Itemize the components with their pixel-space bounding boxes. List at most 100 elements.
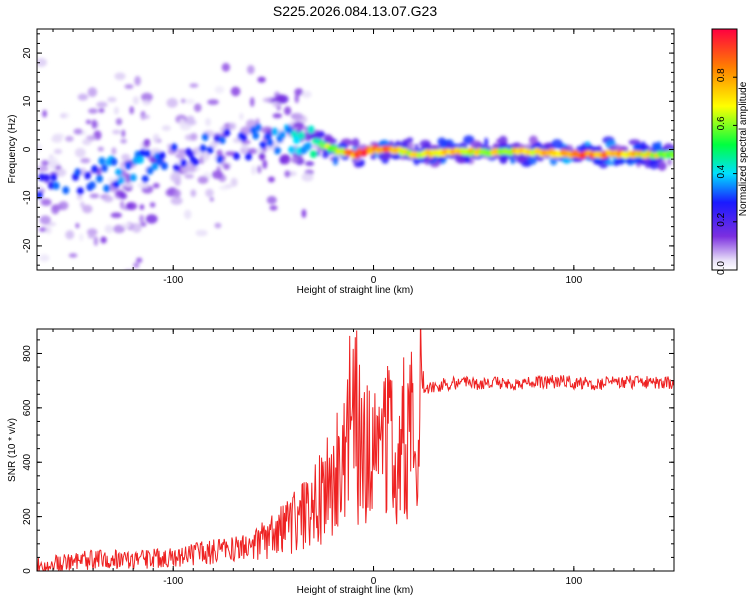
spectrogram-blob — [75, 223, 80, 229]
spectrogram-blob — [181, 98, 186, 104]
spectrogram-blob — [197, 176, 209, 184]
spectrogram-blob — [429, 145, 439, 150]
spectrogram-blob — [136, 257, 143, 263]
spectrogram-blob — [219, 185, 230, 190]
colorbar-label: Normalized spectral amplitude — [738, 81, 749, 216]
spectrogram-y-ticks: -20 -10 0 10 20 — [22, 33, 674, 266]
spectrogram-blob — [65, 135, 74, 142]
spectrogram-blob — [47, 156, 58, 162]
spectrogram-blob — [214, 86, 225, 94]
spectrogram-blob — [112, 129, 121, 135]
snr-ylabel: SNR (10 * v/v) — [7, 418, 18, 482]
spectrogram-blob — [634, 143, 642, 151]
spectrogram-blob — [518, 155, 525, 163]
spectrogram-blob — [45, 226, 52, 235]
spectrogram-blob — [68, 253, 78, 258]
snr-y-tick-label: 600 — [22, 399, 33, 416]
spectrogram-blob — [267, 176, 275, 183]
spectrogram-ridge-cell — [259, 141, 267, 150]
spectrogram-blob — [315, 150, 321, 157]
spectrogram-ridge-cell — [187, 150, 195, 159]
snr-xlabel: Height of straight line (km) — [297, 585, 414, 596]
spectrogram-blob — [134, 75, 141, 86]
spectrogram-ridge-cell — [201, 133, 209, 141]
spectrogram-ridge-cell — [158, 151, 166, 160]
spectrogram-blob — [214, 222, 222, 229]
spectrogram-blob — [613, 157, 626, 165]
spectrogram-blob — [173, 189, 181, 198]
spectrogram-blob — [301, 209, 307, 218]
spectrogram-blob — [247, 148, 258, 154]
spectrogram-blob — [65, 230, 75, 240]
snr-series-line — [37, 329, 674, 571]
spectrogram-blob — [257, 76, 266, 83]
spectrogram-blob — [652, 144, 662, 152]
spectrogram-blob — [230, 177, 238, 187]
spectrogram-blob — [37, 165, 49, 172]
spectrogram-ridge-cell — [115, 168, 123, 177]
spectrogram-blob — [297, 122, 305, 131]
figure-title: S225.2026.084.13.07.G23 — [273, 3, 437, 19]
spectrogram-xlabel: Height of straight line (km) — [297, 285, 414, 296]
spectrogram-ridge-cell — [129, 173, 137, 182]
spectrogram-blob — [166, 98, 178, 108]
spectrogram-x-tick-label: 0 — [371, 275, 377, 286]
spectrogram-ridge-cell — [117, 176, 125, 185]
spectrogram-blob — [332, 156, 339, 166]
spectrogram-blob — [641, 141, 646, 150]
spectrogram-blob — [228, 122, 237, 130]
spectrogram-blob — [380, 152, 393, 160]
spectrogram-blob — [178, 152, 186, 161]
spectrogram-ridge-cell — [50, 173, 58, 182]
spectrogram-blob — [41, 160, 50, 166]
spectrogram-ridge-cell — [273, 146, 281, 155]
spectrogram-blob — [89, 193, 100, 199]
spectrogram-blob — [529, 135, 538, 145]
spectrogram-blob — [115, 118, 123, 126]
spectrogram-blob — [60, 112, 70, 119]
spectrogram-ridge-cell — [151, 162, 159, 171]
spectrogram-blob — [51, 135, 63, 143]
spectrogram-ridge-cell — [180, 159, 188, 167]
spectrogram-blob — [269, 205, 278, 211]
spectrogram-ridge-cell — [52, 181, 60, 190]
spectrogram-blob — [251, 165, 256, 175]
spectrogram-blob — [82, 138, 92, 146]
spectrogram-blob — [39, 215, 51, 225]
spectrogram-ridge-cell — [223, 128, 231, 137]
spectrogram-ridge-cell — [172, 163, 180, 172]
spectrogram-ridge-cell — [254, 123, 262, 132]
spectrogram-blob — [145, 214, 158, 224]
spectrogram-blob — [37, 57, 47, 67]
spectrogram-ridge-cell — [240, 133, 248, 142]
spectrogram-ridge-cell — [199, 144, 207, 153]
spectrogram-ridge-cell — [305, 142, 313, 151]
spectrogram-blob — [190, 189, 197, 197]
spectrogram-blob — [132, 96, 139, 105]
spectrogram-blob — [93, 236, 99, 247]
spectrogram-blob — [527, 155, 538, 165]
spectrogram-ridge-cell — [216, 155, 224, 164]
spectrogram-ridge-cell — [252, 131, 260, 140]
spectrogram-blob — [124, 182, 134, 188]
spectrogram-blob — [419, 139, 431, 148]
spectrogram-blob — [205, 188, 214, 198]
spectrogram-x-tick-label: 100 — [565, 275, 582, 286]
spectrogram-ridge-cell — [98, 157, 106, 165]
spectrogram-ridge-cell — [84, 171, 91, 180]
colorbar-tick-label: 0.8 — [716, 68, 727, 82]
spectrogram-blob — [221, 62, 231, 72]
spectrogram-ridge-cell — [271, 127, 279, 136]
spectrogram-blob — [294, 93, 299, 104]
spectrogram-blob — [97, 146, 104, 152]
spectrogram-blob — [85, 119, 92, 125]
spectrogram-blob — [207, 99, 219, 105]
spectrogram-blob — [262, 159, 268, 169]
spectrogram-blob — [124, 84, 134, 89]
spectrogram-ridge-cell — [192, 158, 200, 167]
spectrogram-blob — [272, 113, 282, 119]
spectrogram-blob — [161, 125, 171, 131]
spectrogram-blob — [499, 154, 508, 164]
spectrogram-ridge-cell — [297, 131, 305, 140]
